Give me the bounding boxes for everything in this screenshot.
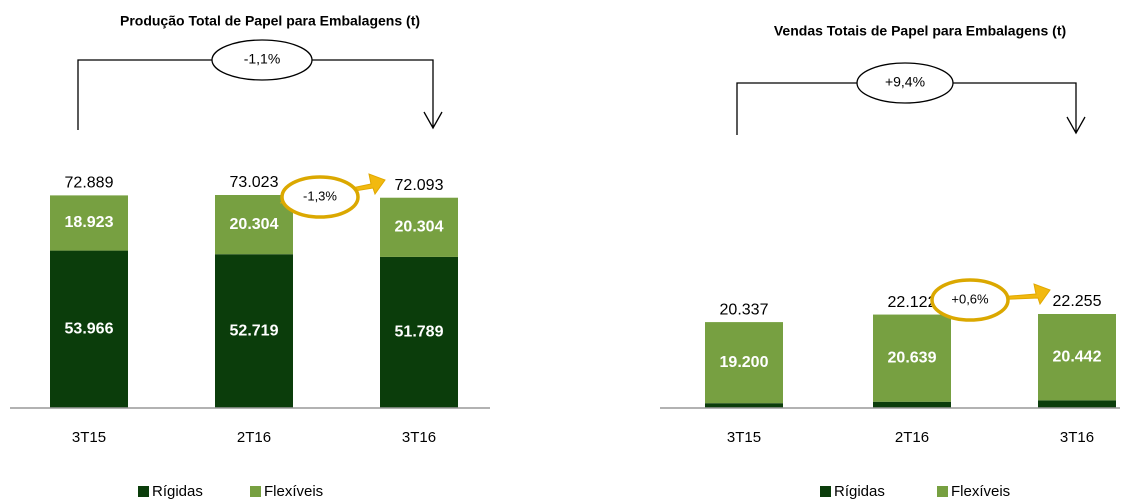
change-ellipse [211,39,313,81]
bar-segment [873,401,951,408]
total-label: 72.889 [65,175,114,192]
bar-segment [215,195,293,255]
bar-segment [50,195,128,251]
chart-title: Vendas Totais de Papel para Embalagens (… [774,23,1066,39]
bar-segment [380,256,458,408]
bar-segment [1038,314,1116,401]
bar-segment [380,197,458,257]
bar-value-label: 19.200 [720,354,769,371]
total-label: 22.122 [888,294,937,311]
badge-arrow [934,283,1051,306]
bar-segment [215,254,293,408]
bar-value-label: 52.719 [230,322,279,339]
change-label: +9,4% [885,74,925,90]
legend-swatch [820,486,831,497]
bar-segment [1038,400,1116,408]
bar-segment [705,403,783,408]
legend-swatch [937,486,948,497]
bar-segment [705,322,783,404]
badge-arrow [279,173,386,204]
bar-value-label: 51.789 [395,324,444,341]
x-tick-label: 3T15 [727,429,761,446]
x-tick-label: 3T16 [402,429,436,446]
bar-value-label: 18.923 [65,214,114,231]
total-label: 72.093 [395,177,444,194]
legend-label: Flexíveis [951,483,1010,500]
badge-label: +0,6% [951,291,989,306]
legend-label: Rígidas [834,483,885,500]
x-tick-label: 3T16 [1060,429,1094,446]
bar-value-label: 20.639 [888,349,937,366]
change-label: -1,1% [244,51,281,67]
bar-value-label: 20.442 [1053,348,1102,365]
bar-value-label: 20.304 [395,219,444,236]
x-tick-label: 3T15 [72,429,106,446]
chart-title: Produção Total de Papel para Embalagens … [120,13,420,29]
badge-label: -1,3% [303,188,337,203]
bar-value-label: 20.304 [230,216,279,233]
bar-segment [50,250,128,408]
change-ellipse [856,62,954,104]
legend-label: Rígidas [152,483,203,500]
badge-ellipse [280,175,360,219]
x-tick-label: 2T16 [895,429,929,446]
bar-value-label: 53.966 [65,321,114,338]
bar-segment [873,314,951,402]
legend-swatch [250,486,261,497]
x-tick-label: 2T16 [237,429,271,446]
legend-label: Flexíveis [264,483,323,500]
badge-ellipse [930,278,1010,322]
total-label: 20.337 [720,301,769,318]
total-label: 73.023 [230,174,279,191]
total-label: 22.255 [1053,293,1102,310]
legend-swatch [138,486,149,497]
